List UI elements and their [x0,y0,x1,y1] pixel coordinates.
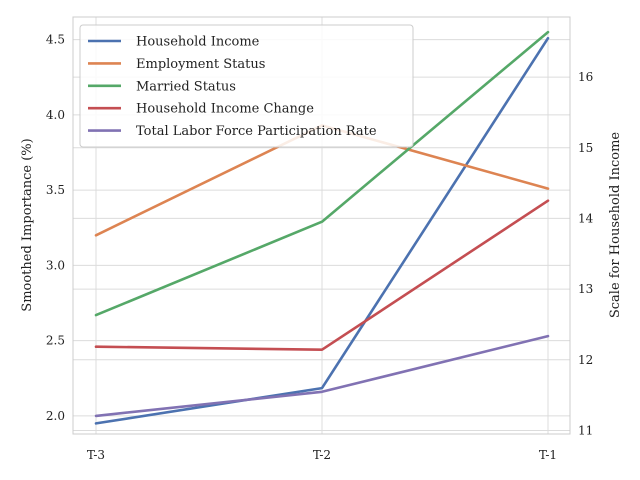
y-tick-label: 2.5 [46,334,65,348]
legend-label: Married Status [136,79,236,94]
series-line-4 [94,199,550,352]
y2-tick-label: 14 [578,211,594,225]
legend-box [79,24,414,148]
y2-axis-label: Scale for Household Income [608,132,623,319]
series-line-1 [94,36,550,425]
y-tick-label: 2.0 [46,409,65,423]
series-line-5 [94,334,550,418]
plot-frame [72,16,571,435]
y-axis-label: Smoothed Importance (%) [20,138,35,311]
legend-label: Employment Status [136,57,265,72]
legend-label: Household Income Change [136,102,314,117]
y2-tick-label: 16 [578,70,593,84]
y2-tick-label: 13 [578,282,593,296]
y-tick-label: 4.5 [46,33,65,47]
legend-label: Household Income [136,35,260,50]
x-tick-label: T-3 [87,448,105,462]
legend: Household Income Employment Status Married… [79,24,414,148]
tick-labels: T-3 T-2 T-1 2.0 2.5 3.0 3.5 4.0 4.5 11 12 13 14 15 16 [46,33,594,462]
y-tick-label: 4.0 [46,108,65,122]
series-lines [94,30,550,425]
y2-tick-label: 12 [578,353,593,367]
series-line-3 [94,30,550,317]
x-tick-label: T-2 [313,448,331,462]
y2-tick-label: 11 [578,423,593,437]
y-tick-label: 3.0 [46,258,65,272]
legend-label: Total Labor Force Participation Rate [136,124,377,139]
y-tick-label: 3.5 [46,183,65,197]
x-tick-label: T-1 [539,448,557,462]
y2-tick-label: 15 [578,141,593,155]
